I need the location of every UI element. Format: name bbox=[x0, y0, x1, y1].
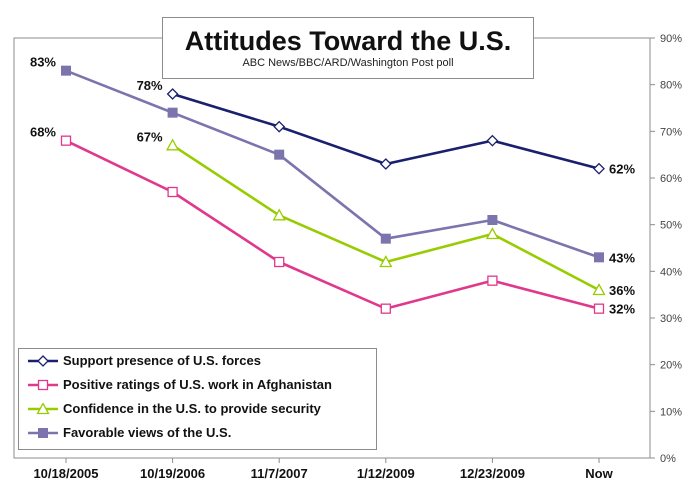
y-tick-label: 20% bbox=[660, 360, 682, 372]
y-tick-label: 0% bbox=[660, 453, 676, 465]
data-point bbox=[380, 303, 391, 314]
legend-swatch-support-forces bbox=[28, 355, 58, 367]
data-label: 67% bbox=[137, 129, 163, 144]
chart-title: Attitudes Toward the U.S. bbox=[184, 26, 512, 56]
data-point bbox=[61, 65, 71, 76]
y-tick-label: 80% bbox=[660, 80, 682, 92]
data-point bbox=[594, 252, 604, 263]
y-tick-label: 40% bbox=[660, 266, 682, 278]
data-label: 43% bbox=[609, 250, 635, 265]
data-point bbox=[379, 158, 392, 170]
data-label: 36% bbox=[609, 283, 635, 298]
series-line bbox=[65, 139, 600, 310]
data-point bbox=[485, 227, 499, 240]
data-label: 32% bbox=[609, 302, 635, 317]
data-point bbox=[487, 215, 498, 225]
data-point bbox=[274, 256, 285, 268]
data-point bbox=[167, 186, 178, 198]
y-tick-label: 70% bbox=[660, 126, 682, 138]
data-point bbox=[592, 283, 606, 296]
x-tick-label: 10/19/2006 bbox=[140, 466, 205, 481]
x-tick-label: 10/18/2005 bbox=[33, 466, 98, 481]
data-point bbox=[380, 233, 391, 244]
legend-label: Favorable views of the U.S. bbox=[63, 425, 232, 440]
legend-marker bbox=[36, 403, 50, 415]
chart-subtitle: ABC News/BBC/ARD/Washington Post poll bbox=[242, 57, 454, 69]
legend-marker bbox=[37, 355, 49, 367]
data-point bbox=[379, 255, 393, 268]
data-label: 68% bbox=[30, 125, 56, 140]
legend-item-support-forces: Support presence of U.S. forces bbox=[19, 349, 376, 373]
data-label: 78% bbox=[137, 78, 163, 93]
x-tick-label: Now bbox=[585, 466, 613, 481]
x-tick-label: 1/12/2009 bbox=[357, 466, 415, 481]
legend-marker bbox=[37, 379, 49, 391]
y-tick-label: 30% bbox=[660, 313, 682, 325]
data-label: 83% bbox=[30, 55, 56, 70]
data-point bbox=[166, 138, 180, 151]
legend-swatch-confidence bbox=[28, 403, 58, 415]
data-point bbox=[272, 208, 286, 221]
data-point bbox=[273, 120, 286, 133]
x-tick-label: 12/23/2009 bbox=[460, 466, 525, 481]
y-tick-label: 10% bbox=[660, 406, 682, 418]
y-tick-label: 60% bbox=[660, 173, 682, 185]
data-point bbox=[593, 303, 605, 314]
legend-swatch-positive-ratings bbox=[28, 379, 58, 391]
legend-swatch-favorable-views bbox=[28, 428, 58, 438]
data-point bbox=[486, 134, 499, 147]
legend-label: Positive ratings of U.S. work in Afghani… bbox=[63, 377, 332, 392]
data-point bbox=[593, 162, 605, 175]
legend-item-positive-ratings: Positive ratings of U.S. work in Afghani… bbox=[19, 373, 376, 397]
legend-label: Confidence in the U.S. to provide securi… bbox=[63, 401, 321, 416]
data-point bbox=[274, 149, 285, 160]
legend: Support presence of U.S. forces Positive… bbox=[18, 348, 377, 450]
series-line bbox=[65, 69, 600, 259]
chart-title-box: Attitudes Toward the U.S. ABC News/BBC/A… bbox=[162, 17, 534, 79]
data-point bbox=[166, 88, 179, 100]
data-point bbox=[167, 107, 178, 118]
legend-item-favorable-views: Favorable views of the U.S. bbox=[19, 421, 376, 445]
legend-item-confidence: Confidence in the U.S. to provide securi… bbox=[19, 397, 376, 421]
data-point bbox=[487, 275, 498, 286]
legend-label: Support presence of U.S. forces bbox=[63, 353, 261, 368]
y-tick-label: 90% bbox=[660, 33, 682, 45]
data-label: 62% bbox=[609, 162, 635, 177]
x-tick-label: 11/7/2007 bbox=[251, 466, 308, 481]
series-line bbox=[172, 92, 600, 170]
y-tick-label: 50% bbox=[660, 220, 682, 232]
legend-marker bbox=[38, 428, 48, 438]
data-point bbox=[60, 135, 72, 146]
